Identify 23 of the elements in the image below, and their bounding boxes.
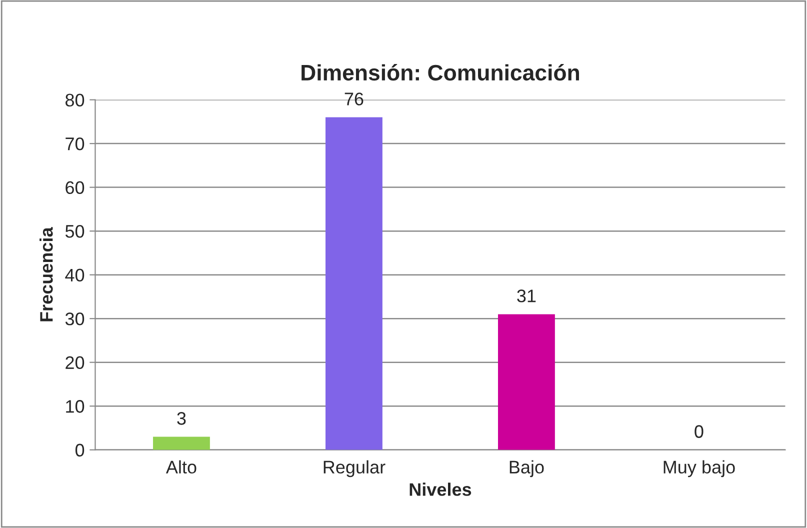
bar bbox=[153, 436, 210, 450]
x-tick-label: Muy bajo bbox=[664, 460, 735, 478]
y-tick-label: 30 bbox=[65, 312, 84, 326]
y-axis-title: Frecuencia bbox=[40, 227, 53, 322]
chart-title: Dimensión: Comunicación bbox=[302, 64, 579, 81]
y-tick-label: 70 bbox=[66, 137, 84, 150]
x-tick-label: Alto bbox=[166, 460, 196, 474]
y-tick-label: 40 bbox=[65, 268, 84, 282]
x-axis-title: Niveles bbox=[410, 482, 472, 496]
data-label: 0 bbox=[694, 425, 704, 438]
bar bbox=[498, 314, 555, 450]
y-tick-label: 20 bbox=[66, 356, 84, 370]
x-tick-label: Regular bbox=[324, 460, 386, 478]
y-tick-label: 0 bbox=[75, 444, 84, 457]
y-tick-label: 50 bbox=[65, 225, 84, 238]
y-tick-label: 80 bbox=[66, 94, 84, 107]
bar bbox=[326, 117, 382, 450]
data-label: 3 bbox=[177, 412, 186, 425]
y-tick-label: 60 bbox=[66, 181, 84, 194]
data-label: 31 bbox=[517, 290, 536, 302]
data-label: 76 bbox=[344, 92, 364, 106]
y-tick-label: 10 bbox=[66, 400, 84, 413]
x-tick-label: Bajo bbox=[510, 460, 544, 478]
